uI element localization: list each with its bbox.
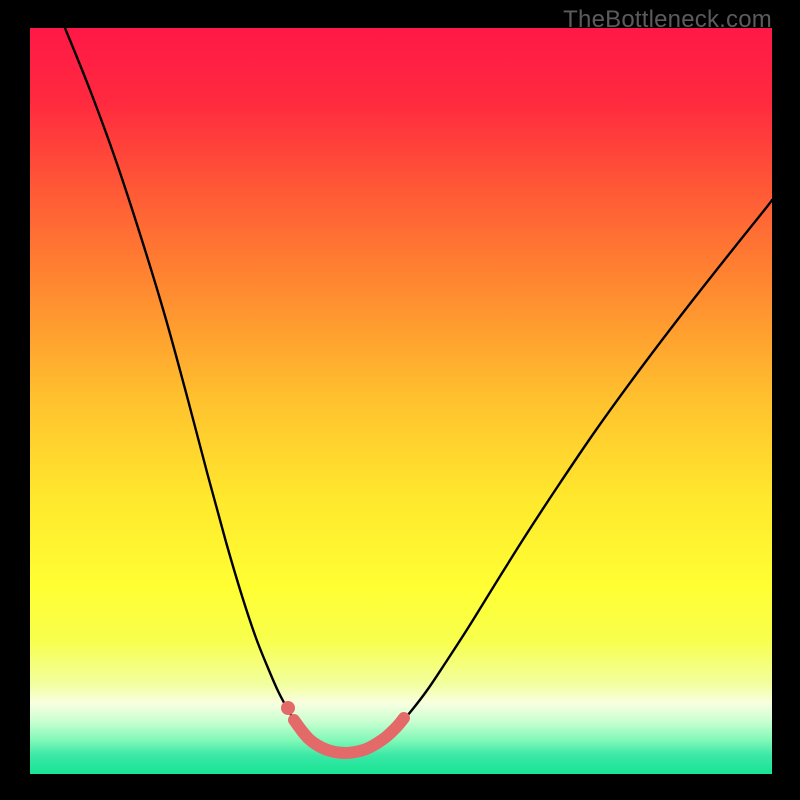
plot-svg [30,28,772,774]
chart-stage: TheBottleneck.com [0,0,800,800]
watermark-text: TheBottleneck.com [563,6,772,34]
plot-background-gradient [30,28,772,774]
bottleneck-curve-floor-dot [282,702,295,715]
plot-area [30,28,772,774]
